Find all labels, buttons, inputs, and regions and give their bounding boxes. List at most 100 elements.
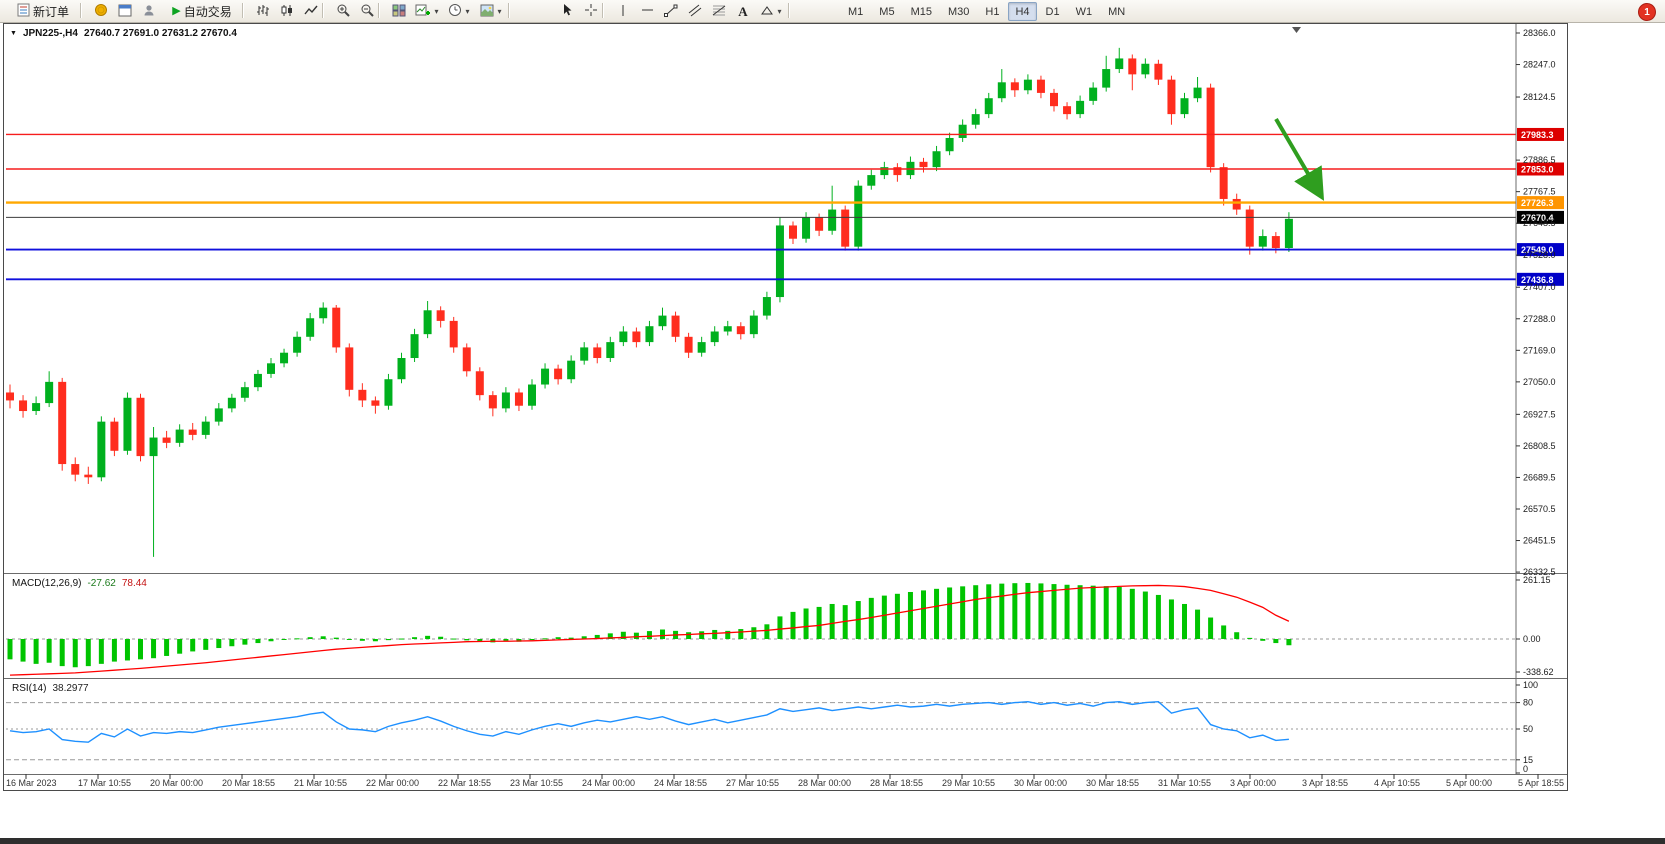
template-button[interactable]: ▾ (472, 1, 510, 22)
trendline-tool-button[interactable] (656, 1, 686, 22)
time-axis-label: 3 Apr 18:55 (1302, 778, 1348, 788)
macd-hist-bar (1129, 588, 1135, 639)
gold-coin-icon (94, 3, 108, 20)
cursor-icon (561, 3, 573, 20)
template-image-icon (480, 4, 494, 20)
rsi-name: RSI(14) (12, 683, 47, 694)
macd-hist-bar (725, 630, 731, 639)
trend-arrow-annotation[interactable] (1274, 117, 1325, 201)
chart-collapse-icon[interactable]: ▼ (10, 30, 17, 37)
candle-body (815, 217, 824, 231)
macd-hist-bar (255, 639, 261, 644)
time-axis-label: 5 Apr 18:55 (1518, 778, 1564, 788)
text-tool-button[interactable]: A (728, 1, 758, 22)
notification-badge[interactable]: 1 (1638, 3, 1656, 21)
price-axis-label: 27528.0 (1523, 250, 1556, 260)
candle-body (84, 474, 93, 478)
timeframe-d1-button[interactable]: D1 (1045, 5, 1060, 18)
macd-hist-bar (620, 631, 626, 639)
period-button[interactable]: ▾ (440, 1, 478, 22)
time-axis-label: 28 Mar 00:00 (798, 778, 851, 788)
line-chart-type-button[interactable] (296, 1, 326, 22)
new-order-button[interactable]: 新订单 (4, 1, 82, 22)
macd-hist-bar (320, 636, 326, 639)
timeframe-m5-button[interactable]: M5 (879, 5, 895, 18)
shapes-tool-button[interactable]: ▾ (752, 1, 790, 22)
candle-body (6, 392, 14, 401)
candle-body (645, 326, 654, 343)
macd-hist-bar (111, 639, 117, 662)
timeframe-mn-button[interactable]: MN (1108, 5, 1126, 18)
auto-trading-label: 自动交易 (183, 5, 232, 19)
rsi-axis-label: 100 (1523, 680, 1538, 690)
macd-signal-line (9, 584, 1290, 676)
horizontal-line-tool-button[interactable] (632, 1, 662, 22)
new-order-label: 新订单 (32, 5, 69, 19)
macd-hist-bar (138, 639, 143, 660)
timeframe-w1-button[interactable]: W1 (1075, 5, 1093, 18)
candle-body (1258, 236, 1267, 247)
fibonacci-tool-button[interactable] (704, 1, 734, 22)
timeframe-h4-button[interactable]: H4 (1008, 2, 1037, 21)
rsi-axis-label: 50 (1523, 724, 1533, 734)
toolbar-separator (378, 3, 379, 18)
price-badge-label: 27983.3 (1521, 130, 1554, 140)
tile-windows-button[interactable] (384, 1, 414, 22)
candle-body (632, 331, 641, 343)
candle-body (997, 82, 1006, 99)
macd-hist-bar (1012, 583, 1018, 639)
rsi-axis-label: 0 (1523, 764, 1528, 774)
candle-body (240, 387, 249, 398)
timeframe-m15-button[interactable]: M15 (910, 5, 932, 18)
market-watch-button[interactable] (86, 1, 116, 22)
timeframe-h1-button[interactable]: H1 (985, 5, 1000, 18)
time-axis-label: 29 Mar 10:55 (942, 778, 995, 788)
crosshair-tool-button[interactable] (576, 1, 606, 22)
window-icon (118, 4, 132, 20)
clock-icon (448, 3, 462, 20)
chart-canvas[interactable]: 27983.3 27853.0 27726.3 27670.4 27549.0 27436… (4, 24, 1567, 790)
macd-hist-bar (1286, 639, 1292, 646)
time-axis-label: 20 Mar 00:00 (150, 778, 203, 788)
candle-body (619, 331, 628, 343)
time-axis-label: 17 Mar 10:55 (78, 778, 131, 788)
macd-axis-label: 261.15 (1523, 575, 1551, 585)
candle-body (958, 124, 967, 138)
new-chart-button[interactable]: ▾ (408, 1, 446, 22)
macd-signal-value: 78.44 (121, 578, 147, 589)
auto-trading-button[interactable]: ▶ 自动交易 (158, 1, 246, 22)
macd-hist-bar (164, 639, 170, 656)
zoom-in-button[interactable] (328, 1, 358, 22)
macd-hist-bar (594, 634, 600, 639)
profile-button[interactable] (134, 1, 164, 22)
candlestick-chart-type-button[interactable] (272, 1, 302, 22)
cursor-tool-button[interactable] (552, 1, 582, 22)
chart-window-button[interactable] (110, 1, 140, 22)
new-chart-icon (415, 4, 431, 20)
channel-tool-button[interactable] (680, 1, 710, 22)
candle-body (606, 342, 615, 359)
bar-chart-type-button[interactable] (248, 1, 278, 22)
timeframe-m30-button[interactable]: M30 (947, 5, 970, 18)
macd-axis-label: 0.00 (1523, 634, 1541, 644)
candle-body (293, 336, 302, 353)
chart-symbol-period: JPN225-,H4 (22, 28, 78, 39)
macd-hist-bar (1182, 603, 1187, 639)
macd-hist-bar (607, 633, 613, 639)
time-axis-label: 22 Mar 18:55 (438, 778, 491, 788)
macd-hist-bar (307, 637, 313, 639)
candle-body (110, 421, 119, 451)
zoom-out-button[interactable] (352, 1, 382, 22)
candle-body (97, 421, 106, 478)
toolbar-separator (602, 3, 603, 18)
vertical-line-tool-button[interactable] (608, 1, 638, 22)
price-axis-label: 26332.5 (1523, 567, 1556, 577)
price-axis-label: 28124.5 (1523, 92, 1556, 102)
profile-icon (142, 3, 156, 20)
candle-body (893, 167, 902, 176)
macd-hist-bar (151, 639, 157, 659)
candle-body (253, 373, 262, 388)
candle-body (593, 347, 602, 359)
timeframe-m1-button[interactable]: M1 (848, 5, 864, 18)
macd-hist-bar (1051, 584, 1057, 639)
